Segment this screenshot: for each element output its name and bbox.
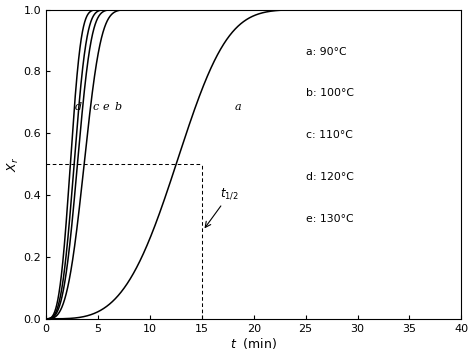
Text: c: c (93, 102, 99, 112)
Text: c: 110°C: c: 110°C (306, 130, 353, 140)
Text: e: 130°C: e: 130°C (306, 213, 353, 224)
Text: $t_{1/2}$: $t_{1/2}$ (205, 186, 239, 227)
Text: a: 90°C: a: 90°C (306, 47, 346, 57)
Text: e: e (103, 102, 109, 112)
Text: b: 100°C: b: 100°C (306, 89, 354, 99)
Text: d: 120°C: d: 120°C (306, 172, 354, 182)
Text: d: d (75, 102, 82, 112)
Text: b: b (114, 102, 121, 112)
Text: a: a (235, 102, 241, 112)
X-axis label: $t$  (min): $t$ (min) (230, 336, 277, 351)
Y-axis label: $X_r$: $X_r$ (6, 157, 21, 172)
